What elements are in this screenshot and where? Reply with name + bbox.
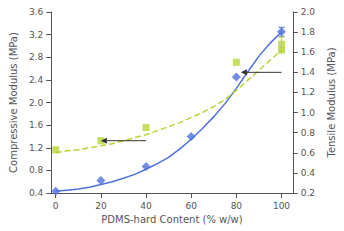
- svg-text:0.6: 0.6: [301, 148, 316, 158]
- svg-text:2.0: 2.0: [29, 98, 44, 108]
- svg-text:3.6: 3.6: [29, 7, 44, 17]
- svg-text:1.4: 1.4: [301, 67, 316, 77]
- svg-text:Tensile Modulus (MPa): Tensile Modulus (MPa): [326, 47, 337, 158]
- svg-text:PDMS-hard Content (% w/w): PDMS-hard Content (% w/w): [101, 214, 243, 225]
- svg-text:Compressive Modulus (MPa): Compressive Modulus (MPa): [8, 32, 19, 173]
- svg-text:2.0: 2.0: [301, 7, 316, 17]
- svg-text:0: 0: [53, 201, 59, 211]
- svg-text:1.0: 1.0: [301, 108, 316, 118]
- svg-text:0.4: 0.4: [301, 168, 316, 178]
- svg-text:1.6: 1.6: [301, 47, 316, 57]
- svg-text:0.2: 0.2: [301, 188, 315, 198]
- svg-text:60: 60: [185, 201, 197, 211]
- svg-text:100: 100: [273, 201, 290, 211]
- svg-text:0.8: 0.8: [29, 165, 44, 175]
- svg-text:1.6: 1.6: [29, 120, 44, 130]
- svg-text:3.2: 3.2: [29, 30, 43, 40]
- svg-text:2.8: 2.8: [29, 52, 44, 62]
- svg-text:2.4: 2.4: [29, 75, 44, 85]
- svg-text:1.8: 1.8: [301, 27, 316, 37]
- svg-text:1.2: 1.2: [29, 143, 43, 153]
- svg-text:20: 20: [95, 201, 107, 211]
- svg-text:0.4: 0.4: [29, 188, 44, 198]
- svg-text:1.2: 1.2: [301, 87, 315, 97]
- svg-text:0.8: 0.8: [301, 128, 316, 138]
- svg-text:40: 40: [140, 201, 152, 211]
- svg-text:80: 80: [231, 201, 243, 211]
